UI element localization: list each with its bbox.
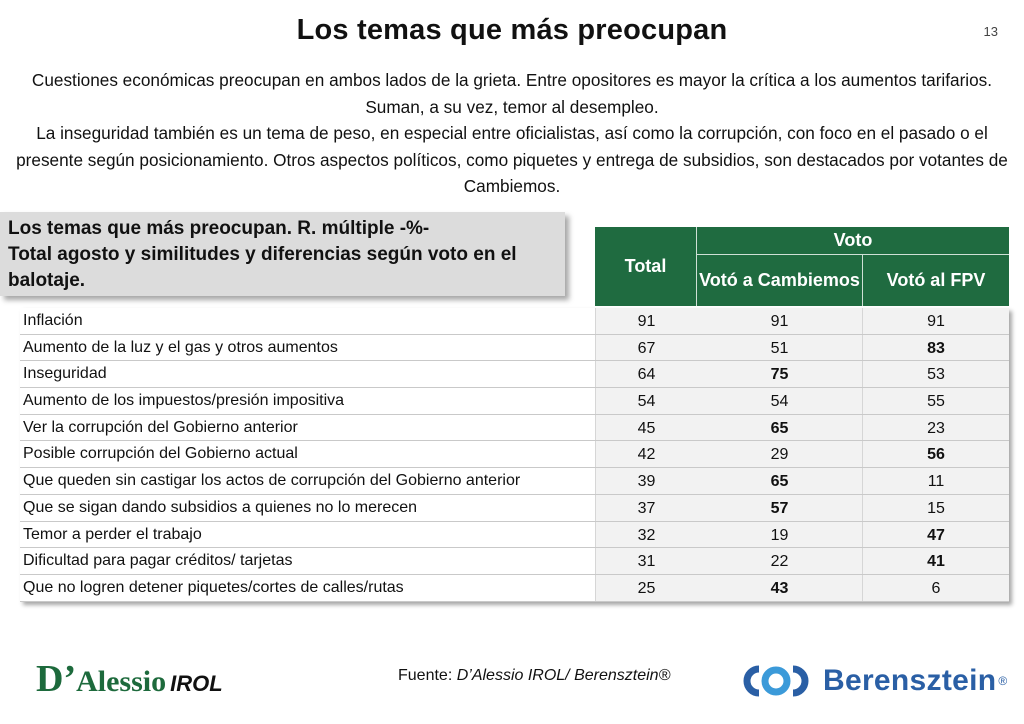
cell-total: 45 [595,414,698,441]
source-name: D’Alessio IROL/ Berensztein® [456,667,671,684]
table-row: Que queden sin castigar los actos de cor… [20,468,1009,495]
table-body: Inflación 91 91 91 Aumento de la luz y el ga… [20,308,1009,602]
table-row: Posible corrupción del Gobierno actual 42… [20,441,1009,469]
cell-cambiemos: 29 [697,441,863,468]
cell-total: 25 [595,574,698,601]
row-label: Inflación [23,312,83,329]
cell-total: 31 [595,548,698,574]
cell-cambiemos: 54 [697,388,863,414]
row-label: Posible corrupción del Gobierno actual [23,445,298,463]
logo-right-word: Berensztein [823,664,997,697]
dalessio-irol-logo: D’Alessio IROL [36,657,223,701]
cell-cambiemos: 57 [697,494,863,521]
header-cambiemos: Votó a Cambiemos [697,255,863,306]
table-caption-box: Los temas que más preocupan. R. múltiple… [0,212,565,296]
intro-paragraph-2: La inseguridad también es un tema de pes… [16,123,1008,196]
cell-fpv: 55 [863,388,1009,414]
cell-total: 91 [595,308,698,334]
row-label: Dificultad para pagar créditos/ tarjetas [23,552,293,570]
caption-line-1: Los temas que más preocupan. R. múltiple… [8,218,430,239]
header-total: Total [595,227,697,306]
logo-left-alessio: Alessio [76,665,167,698]
table-row: Dificultad para pagar créditos/ tarjetas… [20,548,1009,575]
cell-total: 37 [595,494,698,521]
row-label: Temor a perder el trabajo [23,525,202,543]
cell-fpv: 6 [863,574,1009,601]
table-row: Temor a perder el trabajo 32 19 47 [20,521,1009,549]
table-row: Inflación 91 91 91 [20,308,1009,335]
cell-cambiemos: 43 [697,574,863,601]
logo-right-reg: ® [998,674,1008,688]
cell-fpv: 11 [863,468,1009,494]
table-row: Que no logren detener piquetes/cortes de… [20,574,1009,602]
row-label: Aumento de los impuestos/presión imposit… [23,392,345,410]
berensztein-mark-icon [743,665,809,697]
row-label: Que queden sin castigar los actos de cor… [23,472,521,490]
source-note: Fuente: D’Alessio IROL/ Berensztein® [398,667,670,685]
cell-cambiemos: 91 [697,308,863,334]
cell-cambiemos: 51 [697,334,863,361]
row-label: Inseguridad [23,365,107,383]
cell-fpv: 56 [863,441,1009,468]
header-fpv: Votó al FPV [886,270,986,290]
cell-cambiemos: 75 [697,361,863,388]
cell-total: 39 [595,468,698,494]
cell-total: 67 [595,334,698,361]
cell-fpv: 53 [863,361,1009,388]
row-label: Que se sigan dando subsidios a quienes n… [23,498,418,516]
cell-total: 64 [595,361,698,388]
table-header: Total Voto Votó a Cambiemos Votó al FPV [595,227,1009,306]
page-number: 13 [983,24,998,39]
cell-total: 42 [595,441,698,468]
cell-cambiemos: 65 [697,468,863,494]
table-row: Aumento de los impuestos/presión imposit… [20,388,1009,415]
intro-text: Cuestiones económicas preocupan en ambos… [6,67,1018,200]
cell-fpv: 41 [863,548,1009,574]
table-row: Que se sigan dando subsidios a quienes n… [20,494,1009,522]
caption-line-2: Total agosto y similitudes y diferencias… [8,244,517,291]
table-row: Inseguridad 64 75 53 [20,361,1009,389]
cell-fpv: 15 [863,494,1009,521]
cell-cambiemos: 19 [697,521,863,548]
logo-left-irol: IROL [170,671,223,696]
cell-cambiemos: 22 [697,548,863,574]
cell-cambiemos: 65 [697,414,863,441]
table-row: Aumento de la luz y el gas y otros aumen… [20,334,1009,362]
header-voto: Voto [697,227,1009,255]
intro-paragraph-1: Cuestiones económicas preocupan en ambos… [31,70,993,117]
logo-left-d: D’ [36,658,77,700]
table-row: Ver la corrupción del Gobierno anterior 4… [20,414,1009,442]
row-label: Ver la corrupción del Gobierno anterior [23,418,298,436]
cell-fpv: 23 [863,414,1009,441]
cell-fpv: 83 [863,334,1009,361]
source-prefix: Fuente: [398,667,457,684]
berensztein-logo: Berensztein ® [737,661,1007,701]
page-title: Los temas que más preocupan [296,14,728,46]
cell-fpv: 91 [863,308,1009,334]
row-label: Que no logren detener piquetes/cortes de… [23,578,404,596]
cell-total: 32 [595,521,698,548]
cell-fpv: 47 [863,521,1009,548]
cell-total: 54 [595,388,698,414]
row-label: Aumento de la luz y el gas y otros aumen… [23,338,338,356]
